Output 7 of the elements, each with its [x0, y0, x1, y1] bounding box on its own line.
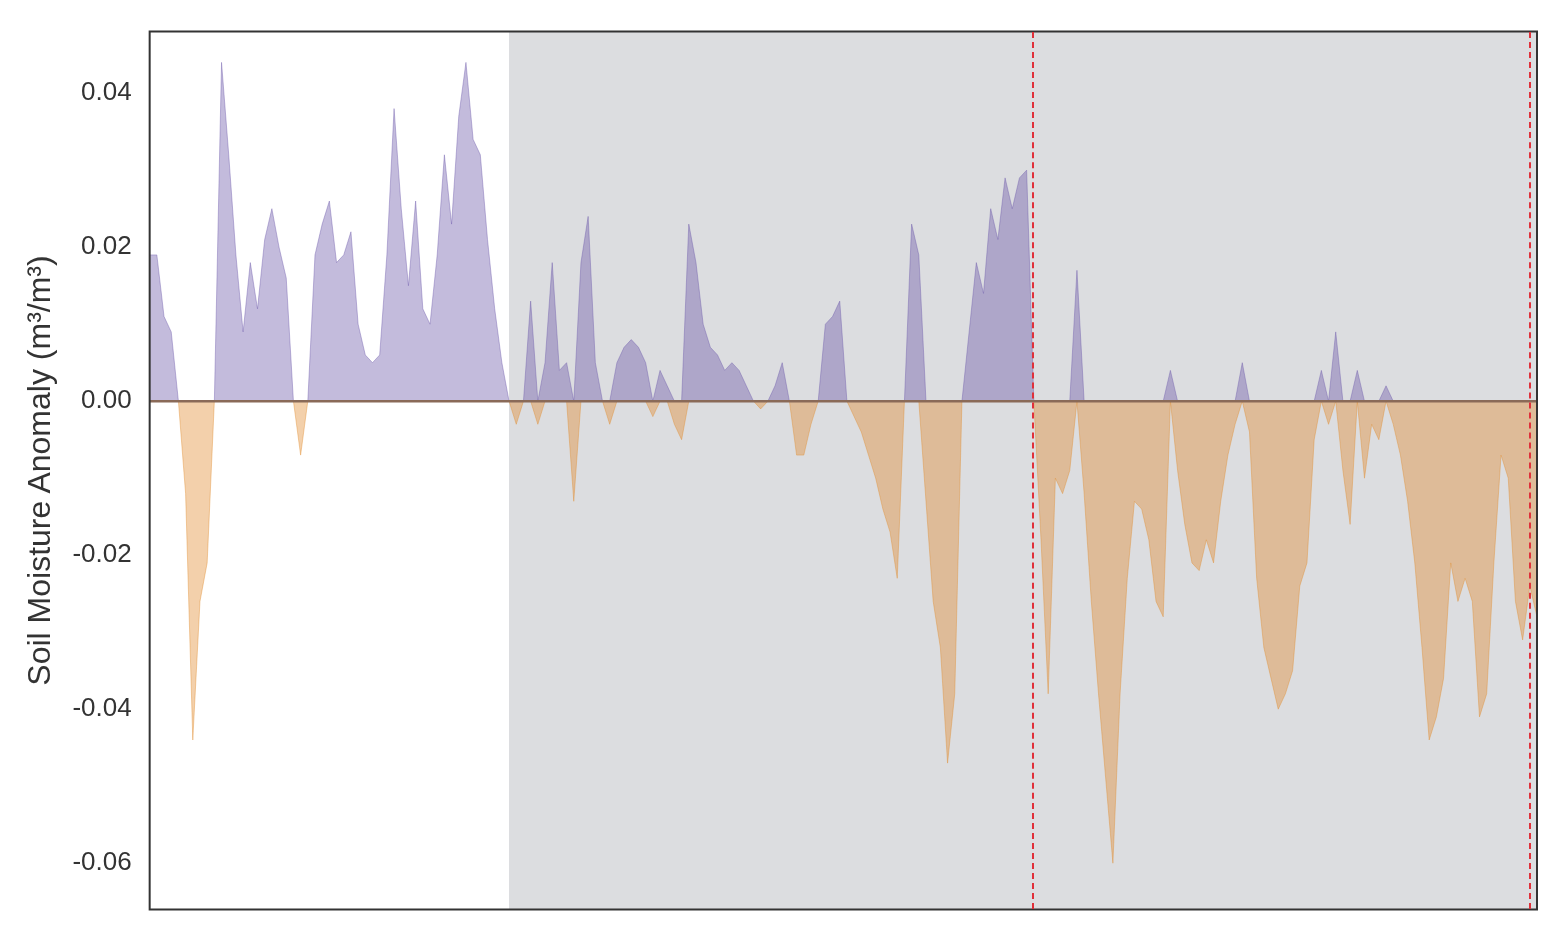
y-tick-label: 0.02 — [81, 230, 132, 261]
y-tick-label: -0.04 — [72, 692, 132, 723]
y-tick-label: -0.02 — [72, 538, 132, 569]
y-tick-label: 0.00 — [81, 384, 132, 415]
y-tick-label: 0.04 — [81, 76, 132, 107]
y-tick-label: -0.06 — [72, 846, 132, 877]
y-axis-title: Soil Moisture Anomaly (m³/m³) — [21, 255, 58, 686]
